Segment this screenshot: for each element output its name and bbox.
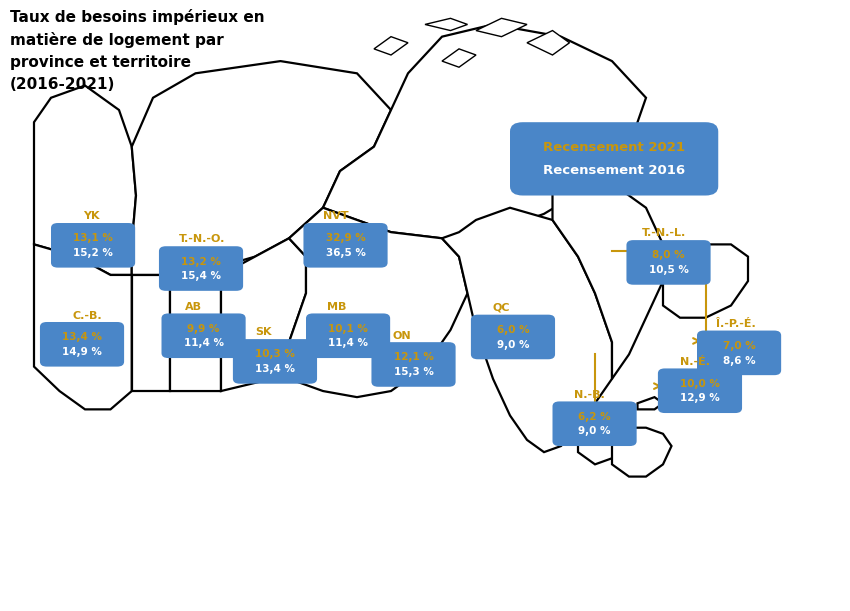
Text: 11,4 %: 11,4 % [184,338,224,348]
FancyBboxPatch shape [303,223,388,268]
Polygon shape [612,428,672,477]
FancyBboxPatch shape [159,246,243,291]
Text: QC: QC [493,303,511,313]
Text: 13,4 %: 13,4 % [62,332,102,342]
Text: 9,0 %: 9,0 % [496,340,530,349]
FancyBboxPatch shape [40,322,124,367]
Text: 13,4 %: 13,4 % [255,364,295,374]
FancyBboxPatch shape [626,240,711,285]
Polygon shape [323,24,646,238]
Text: 12,9 %: 12,9 % [680,393,720,403]
Text: 6,2 %: 6,2 % [578,412,611,422]
Text: 15,4 %: 15,4 % [181,271,221,281]
Text: C.-B.: C.-B. [72,311,102,321]
Text: NVT: NVT [323,211,348,221]
FancyBboxPatch shape [51,223,135,268]
Text: 12,1 %: 12,1 % [394,353,434,362]
Text: Taux de besoins impérieux en
matière de logement par
province et territoire
(201: Taux de besoins impérieux en matière de … [10,9,265,92]
Text: 15,3 %: 15,3 % [394,367,434,377]
Text: 15,2 %: 15,2 % [73,248,113,258]
Polygon shape [170,269,221,391]
Text: Recensement 2021: Recensement 2021 [543,141,685,155]
Text: 9,0 %: 9,0 % [578,426,611,436]
Text: ON: ON [393,331,411,341]
Polygon shape [132,61,391,275]
Text: 36,5 %: 36,5 % [326,248,366,258]
Polygon shape [638,397,663,409]
Text: 9,9 %: 9,9 % [187,324,220,334]
Polygon shape [663,244,748,318]
Polygon shape [425,18,468,31]
Text: Recensement 2016: Recensement 2016 [543,164,685,177]
Text: SK: SK [255,327,271,337]
Text: 10,5 %: 10,5 % [649,265,688,275]
Polygon shape [132,275,170,391]
Text: N.-B.: N.-B. [574,390,604,400]
Text: 8,6 %: 8,6 % [722,356,756,365]
Text: 13,2 %: 13,2 % [181,257,221,266]
Polygon shape [374,37,408,55]
FancyBboxPatch shape [510,122,718,196]
Text: YK: YK [83,211,99,221]
Text: 10,3 %: 10,3 % [255,349,295,359]
Text: 14,9 %: 14,9 % [62,347,102,357]
Text: MB: MB [327,302,347,312]
FancyBboxPatch shape [162,313,246,358]
Text: 13,1 %: 13,1 % [73,233,113,243]
FancyBboxPatch shape [658,368,742,413]
Text: 10,0 %: 10,0 % [680,379,720,389]
Polygon shape [527,31,570,55]
Text: 10,1 %: 10,1 % [328,324,368,334]
Polygon shape [34,244,132,409]
Text: 11,4 %: 11,4 % [328,338,368,348]
FancyBboxPatch shape [306,313,390,358]
Polygon shape [221,238,306,391]
FancyBboxPatch shape [371,342,456,387]
Text: 6,0 %: 6,0 % [496,325,530,335]
FancyBboxPatch shape [233,339,317,384]
Polygon shape [34,86,136,275]
FancyBboxPatch shape [697,331,781,375]
FancyBboxPatch shape [552,401,637,446]
Polygon shape [476,18,527,37]
Text: 8,0 %: 8,0 % [652,251,685,260]
Text: AB: AB [185,302,202,312]
Text: Î.-P.-É.: Î.-P.-É. [716,319,756,329]
FancyBboxPatch shape [471,315,555,359]
Text: 7,0 %: 7,0 % [722,341,756,351]
Polygon shape [272,208,468,397]
Text: N.-É.: N.-É. [680,357,710,367]
Polygon shape [442,49,476,67]
Text: 32,9 %: 32,9 % [326,233,366,243]
Text: T.-N.-O.: T.-N.-O. [178,235,225,244]
Polygon shape [442,208,612,452]
Polygon shape [578,403,620,464]
Polygon shape [552,171,663,379]
Text: T.-N.-L.: T.-N.-L. [642,229,686,238]
